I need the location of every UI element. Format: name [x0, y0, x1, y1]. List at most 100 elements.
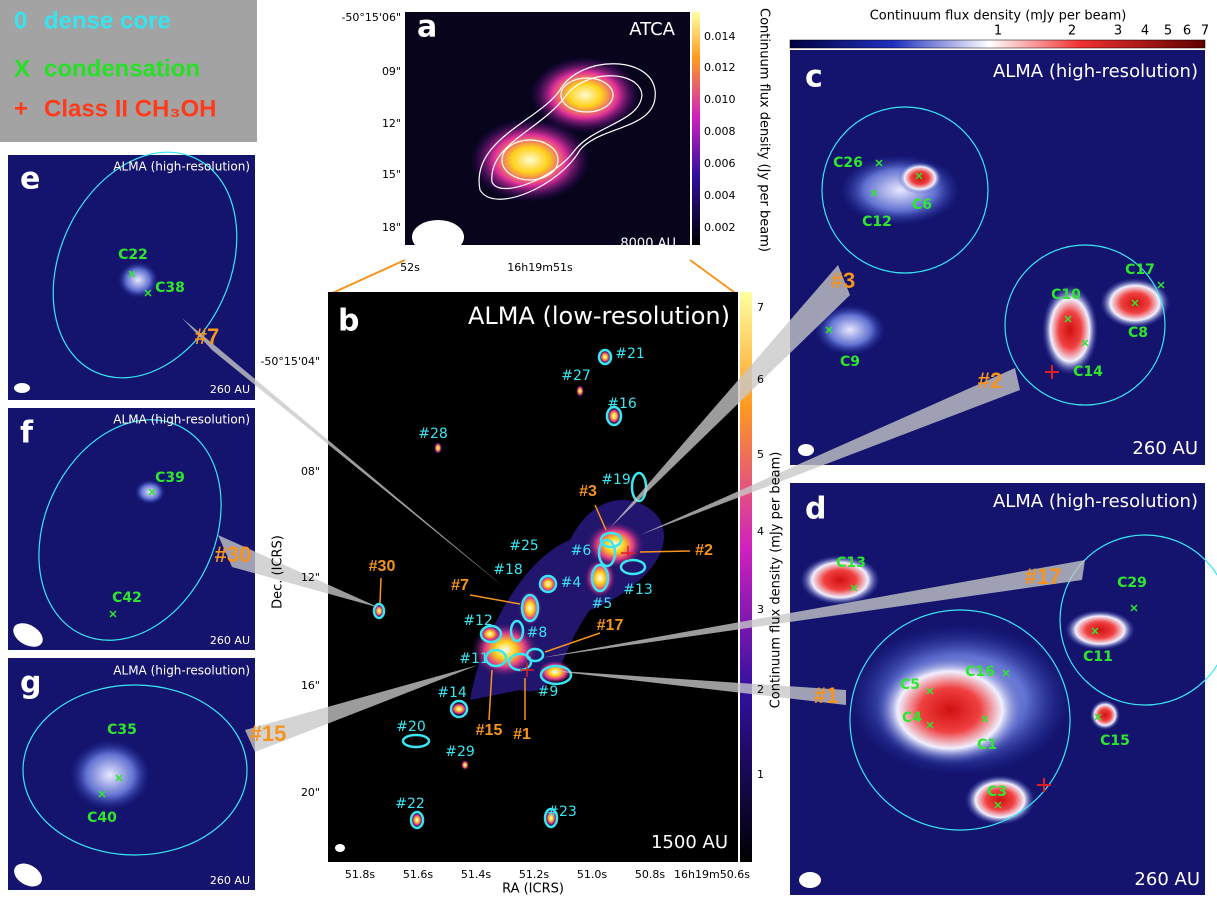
colorbar-tick: 3	[757, 603, 764, 616]
telescope: ALMA (low-resolution)	[468, 302, 730, 330]
condensation-label: C6	[912, 197, 932, 213]
panel-letter: b	[338, 304, 359, 339]
beam	[412, 220, 464, 254]
core-highlight: #7	[195, 324, 219, 349]
scale-bar: 8000 AU	[620, 237, 676, 252]
y-tick-label: -50°15'04"	[260, 355, 320, 368]
panel-letter: c	[805, 60, 823, 95]
core-label: #6	[571, 543, 592, 559]
colorbar-tick: 6	[757, 373, 764, 386]
condensation-label: C1	[977, 737, 997, 753]
y-tick-label: -50°15'06"	[341, 11, 401, 24]
zoom-line	[690, 260, 738, 295]
x-tick-label: 50.8s	[635, 868, 665, 881]
condensation-label: C12	[862, 214, 892, 230]
condensation-label: C35	[107, 722, 137, 738]
y-tick-label: 12"	[382, 117, 401, 130]
scale-bar: 260 AU	[1134, 869, 1200, 890]
colorbar-tick: 0.006	[704, 157, 736, 170]
core-label: #8	[527, 625, 548, 641]
core-label: #29	[445, 744, 475, 760]
scale-bar: 260 AU	[210, 634, 250, 647]
core-highlight: #30	[369, 558, 396, 575]
core-label: #28	[418, 426, 448, 442]
core-highlight: #2	[978, 368, 1002, 393]
colorbar-tick: 5	[1164, 24, 1172, 39]
emission	[1065, 610, 1135, 650]
condensation-label: C15	[1100, 733, 1130, 749]
condensation-label: C9	[840, 354, 860, 370]
colorbar-label: Continuum flux density (mJy per beam)	[769, 452, 784, 709]
y-tick-label: 20"	[301, 786, 320, 799]
condensation-label: C14	[1073, 364, 1103, 380]
colorbar-tick: 4	[1141, 24, 1149, 39]
core-label: #4	[561, 575, 582, 591]
condensation-label: C39	[155, 470, 185, 486]
condensation-label: C40	[87, 810, 117, 826]
panel-letter: f	[20, 416, 34, 451]
colorbar-tick: 0.002	[704, 221, 736, 234]
telescope: ALMA (high-resolution)	[113, 160, 250, 174]
core-highlight: #3	[579, 483, 597, 500]
x-tick-label: 51.6s	[403, 868, 433, 881]
core-label: #9	[538, 684, 559, 700]
telescope: ATCA	[629, 19, 675, 40]
core-label: #21	[615, 346, 645, 362]
zoom-line	[328, 260, 405, 295]
colorbar-tick: 2	[757, 683, 764, 696]
emission	[875, 655, 1025, 765]
beam	[798, 444, 814, 456]
colorbar-label: Continuum flux density (mJy per beam)	[870, 9, 1127, 24]
emission	[118, 262, 158, 298]
colorbar-tick: 3	[1114, 24, 1122, 39]
condensation-label: C10	[1051, 287, 1081, 303]
colorbar-tick: 4	[757, 525, 764, 538]
x-tick-label: 52s	[400, 261, 420, 274]
y-tick-label: 15"	[382, 168, 401, 181]
core-highlight: #15	[250, 721, 287, 746]
condensation-label: C4	[902, 710, 922, 726]
colorbar-tick: 1	[757, 768, 764, 781]
condensation-label: C38	[155, 280, 185, 296]
core-label: #12	[463, 613, 493, 629]
colorbar-tick: 0.014	[704, 30, 736, 43]
emission	[965, 775, 1035, 825]
y-axis-label: Dec. (ICRS)	[271, 535, 286, 609]
core-highlight: #7	[451, 577, 469, 594]
core-label: #13	[623, 582, 653, 598]
core-label: #25	[509, 538, 539, 554]
emission	[1090, 700, 1120, 730]
condensation-label: C16	[965, 664, 995, 680]
panel-c	[790, 50, 1205, 465]
x-tick-label: 51.0s	[577, 868, 607, 881]
colorbar-tick: 0.004	[704, 189, 736, 202]
legend-symbol: 0	[14, 7, 27, 34]
condensation-label: C11	[1083, 649, 1113, 665]
core-highlight: #15	[476, 722, 503, 739]
backgrounds	[0, 0, 1217, 895]
core-label: #22	[395, 796, 425, 812]
y-tick-label: 08"	[301, 465, 320, 478]
legend-symbol: X	[14, 55, 30, 82]
core-label: #11	[459, 651, 489, 667]
condensation-label: C26	[833, 155, 863, 171]
y-tick-label: 12"	[301, 571, 320, 584]
colorbar-tick: 5	[757, 448, 764, 461]
panel-f	[8, 408, 255, 650]
core-label: #23	[547, 804, 577, 820]
core-label: #27	[561, 368, 591, 384]
core-label: #19	[601, 472, 631, 488]
beam	[14, 383, 30, 393]
core-highlight: #30	[215, 542, 252, 567]
scale-bar: 260 AU	[1132, 438, 1198, 459]
condensation-label: C22	[118, 247, 148, 263]
legend-label: condensation	[44, 55, 200, 82]
scale-bar: 260 AU	[210, 383, 250, 396]
colorbar-label: Continuum flux density (Jy per beam)	[757, 8, 772, 252]
core-label: #16	[607, 396, 637, 412]
legend-symbol: +	[14, 95, 28, 122]
core-label: #20	[396, 719, 426, 735]
condensation-label: C5	[900, 677, 920, 693]
telescope: ALMA (high-resolution)	[113, 664, 250, 678]
condensation-label: C17	[1125, 262, 1155, 278]
